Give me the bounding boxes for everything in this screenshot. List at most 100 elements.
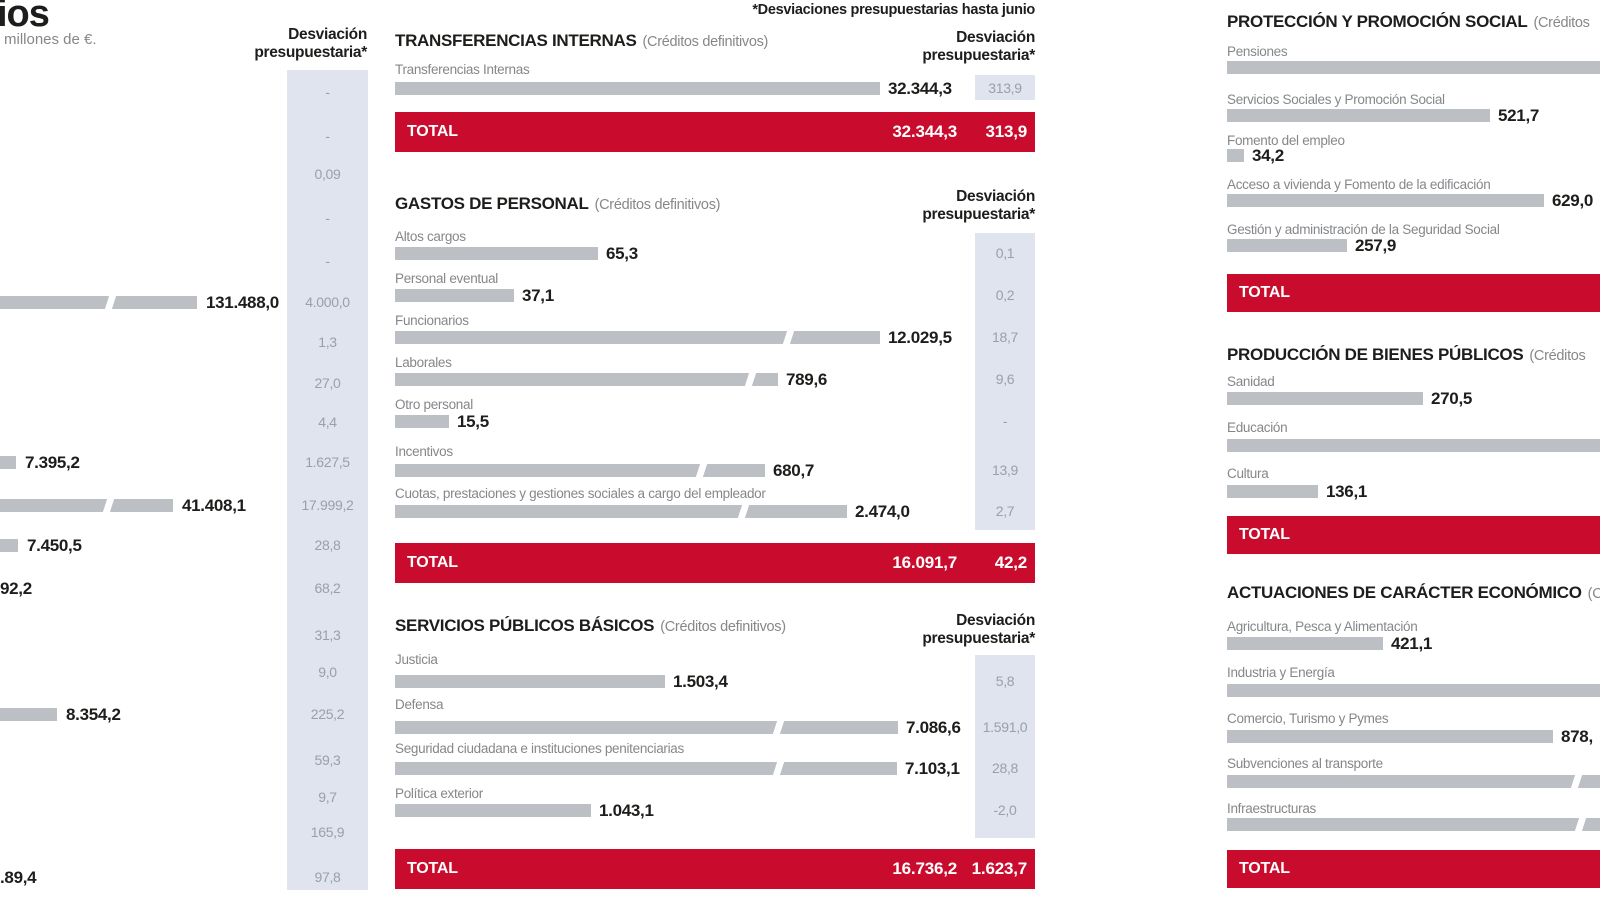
footnote: *Desviaciones presupuestarias hasta juni… — [752, 2, 1035, 18]
row-bar — [1227, 239, 1347, 252]
section-title: PROTECCIÓN Y PROMOCIÓN SOCIAL — [1227, 12, 1528, 31]
row-value: 15,5 — [457, 412, 489, 431]
left-deviation-value: 1,3 — [318, 334, 337, 350]
row-value: 629,0 — [1552, 191, 1594, 210]
left-bar — [0, 708, 57, 721]
row-label: Seguridad ciudadana e instituciones peni… — [395, 741, 684, 756]
row-bar — [1227, 149, 1244, 162]
left-bar-value: 92,2 — [0, 579, 32, 598]
total-label: TOTAL — [407, 123, 458, 140]
row-bar — [395, 505, 847, 518]
left-deviation-value: - — [325, 210, 330, 226]
row-value: 7.103,1 — [905, 759, 960, 778]
left-deviation-value: 9,0 — [318, 664, 337, 680]
section-header: ACTUACIONES DE CARÁCTER ECONÓMICO (C — [1227, 583, 1600, 603]
row-label: Gestión y administración de la Seguridad… — [1227, 222, 1500, 237]
deviation-header-line: presupuestaria* — [922, 630, 1035, 647]
row-value: 34,2 — [1252, 146, 1284, 165]
row-label: Servicios Sociales y Promoción Social — [1227, 92, 1445, 107]
section-title: PRODUCCIÓN DE BIENES PÚBLICOS — [1227, 345, 1524, 364]
total-bar: TOTAL — [1227, 850, 1600, 888]
deviation-header-line: presupuestaria* — [254, 44, 367, 61]
row-bar — [395, 464, 765, 477]
section-title: GASTOS DE PERSONAL — [395, 194, 589, 213]
row-value: 878, — [1561, 727, 1593, 746]
row-label: Incentivos — [395, 444, 453, 459]
total-label: TOTAL — [1239, 526, 1290, 543]
row-value: 521,7 — [1498, 106, 1540, 125]
total-bar: TOTAL 16.091,7 42,2 — [395, 543, 1035, 583]
row-deviation-value: 13,9 — [991, 462, 1019, 478]
section-subtitle: (C — [1587, 586, 1600, 602]
row-label: Comercio, Turismo y Pymes — [1227, 711, 1389, 726]
row-deviation-value: 18,7 — [991, 329, 1019, 345]
row-value: 270,5 — [1431, 389, 1473, 408]
row-deviation-value: 1.591,0 — [982, 719, 1028, 735]
total-label: TOTAL — [1239, 860, 1290, 877]
row-bar — [1227, 775, 1600, 788]
left-deviation-value: - — [325, 128, 330, 144]
row-value: 421,1 — [1391, 634, 1433, 653]
row-label: Transferencias Internas — [395, 62, 530, 77]
row-bar — [1227, 392, 1423, 405]
row-label: Acceso a vivienda y Fomento de la edific… — [1227, 177, 1491, 192]
row-deviation-value: 0,1 — [995, 245, 1015, 261]
row-value: 7.086,6 — [906, 718, 961, 737]
section-subtitle: (Créditos — [1533, 15, 1590, 31]
deviation-header-line: Desviación — [956, 612, 1035, 629]
page-title: ios — [0, 0, 50, 35]
left-deviation-value: 68,2 — [314, 580, 341, 596]
left-bar — [0, 539, 18, 552]
row-label: Laborales — [395, 355, 452, 370]
row-label: Otro personal — [395, 397, 473, 412]
row-deviation-value: 313,9 — [988, 80, 1022, 96]
section-header: TRANSFERENCIAS INTERNAS (Créditos definit… — [395, 31, 768, 51]
row-value: 257,9 — [1355, 236, 1397, 255]
section-title: SERVICIOS PÚBLICOS BÁSICOS — [395, 616, 655, 635]
section-subtitle: (Créditos definitivos) — [594, 197, 721, 213]
row-deviation-value: 2,7 — [995, 503, 1015, 519]
row-bar — [395, 721, 898, 734]
section-title: ACTUACIONES DE CARÁCTER ECONÓMICO — [1227, 583, 1582, 602]
section-header: PROTECCIÓN Y PROMOCIÓN SOCIAL (Créditos — [1227, 12, 1590, 32]
left-deviation-value: 165,9 — [310, 824, 345, 840]
total-bar: TOTAL — [1227, 274, 1600, 312]
left-deviation-value: 1.627,5 — [305, 454, 350, 470]
row-bar — [1227, 194, 1544, 207]
total-bar: TOTAL 32.344,3 313,9 — [395, 112, 1035, 152]
left-deviation-column — [287, 70, 368, 890]
row-label: Educación — [1227, 420, 1288, 435]
row-deviation-value: - — [1002, 413, 1008, 429]
row-value: 789,6 — [786, 370, 828, 389]
section-subtitle: (Créditos definitivos) — [642, 34, 769, 50]
left-bar-value: 8.354,2 — [66, 705, 121, 724]
total-label: TOTAL — [407, 554, 458, 571]
left-deviation-value: - — [325, 253, 330, 269]
row-value: 2.474,0 — [855, 502, 910, 521]
total-bar: TOTAL — [1227, 516, 1600, 554]
total-credits-value: 16.736,2 — [892, 859, 957, 878]
left-deviation-value: 9,7 — [318, 789, 337, 805]
row-value: 12.029,5 — [888, 328, 952, 347]
row-label: Agricultura, Pesca y Alimentación — [1227, 619, 1418, 634]
left-deviation-value: 31,3 — [314, 627, 341, 643]
row-bar — [395, 675, 665, 688]
total-label: TOTAL — [407, 860, 458, 877]
row-bar — [1227, 439, 1600, 452]
unit-label: millones de €. — [4, 31, 97, 48]
left-deviation-value: 4,4 — [318, 414, 337, 430]
left-deviation-value: 28,8 — [314, 537, 341, 553]
row-bar — [1227, 109, 1490, 122]
row-label: Sanidad — [1227, 374, 1275, 389]
row-bar — [395, 373, 778, 386]
left-deviation-value: 17.999,2 — [301, 497, 354, 513]
row-bar — [395, 289, 514, 302]
row-value: 1.503,4 — [673, 672, 728, 691]
section-header: GASTOS DE PERSONAL (Créditos definitivos) — [395, 194, 720, 214]
row-label: Cuotas, prestaciones y gestiones sociale… — [395, 486, 766, 501]
row-bar — [395, 247, 598, 260]
deviation-column — [975, 233, 1035, 530]
row-deviation-value: 28,8 — [991, 760, 1019, 776]
row-bar — [1227, 730, 1553, 743]
deviation-header-line: Desviación — [956, 188, 1035, 205]
